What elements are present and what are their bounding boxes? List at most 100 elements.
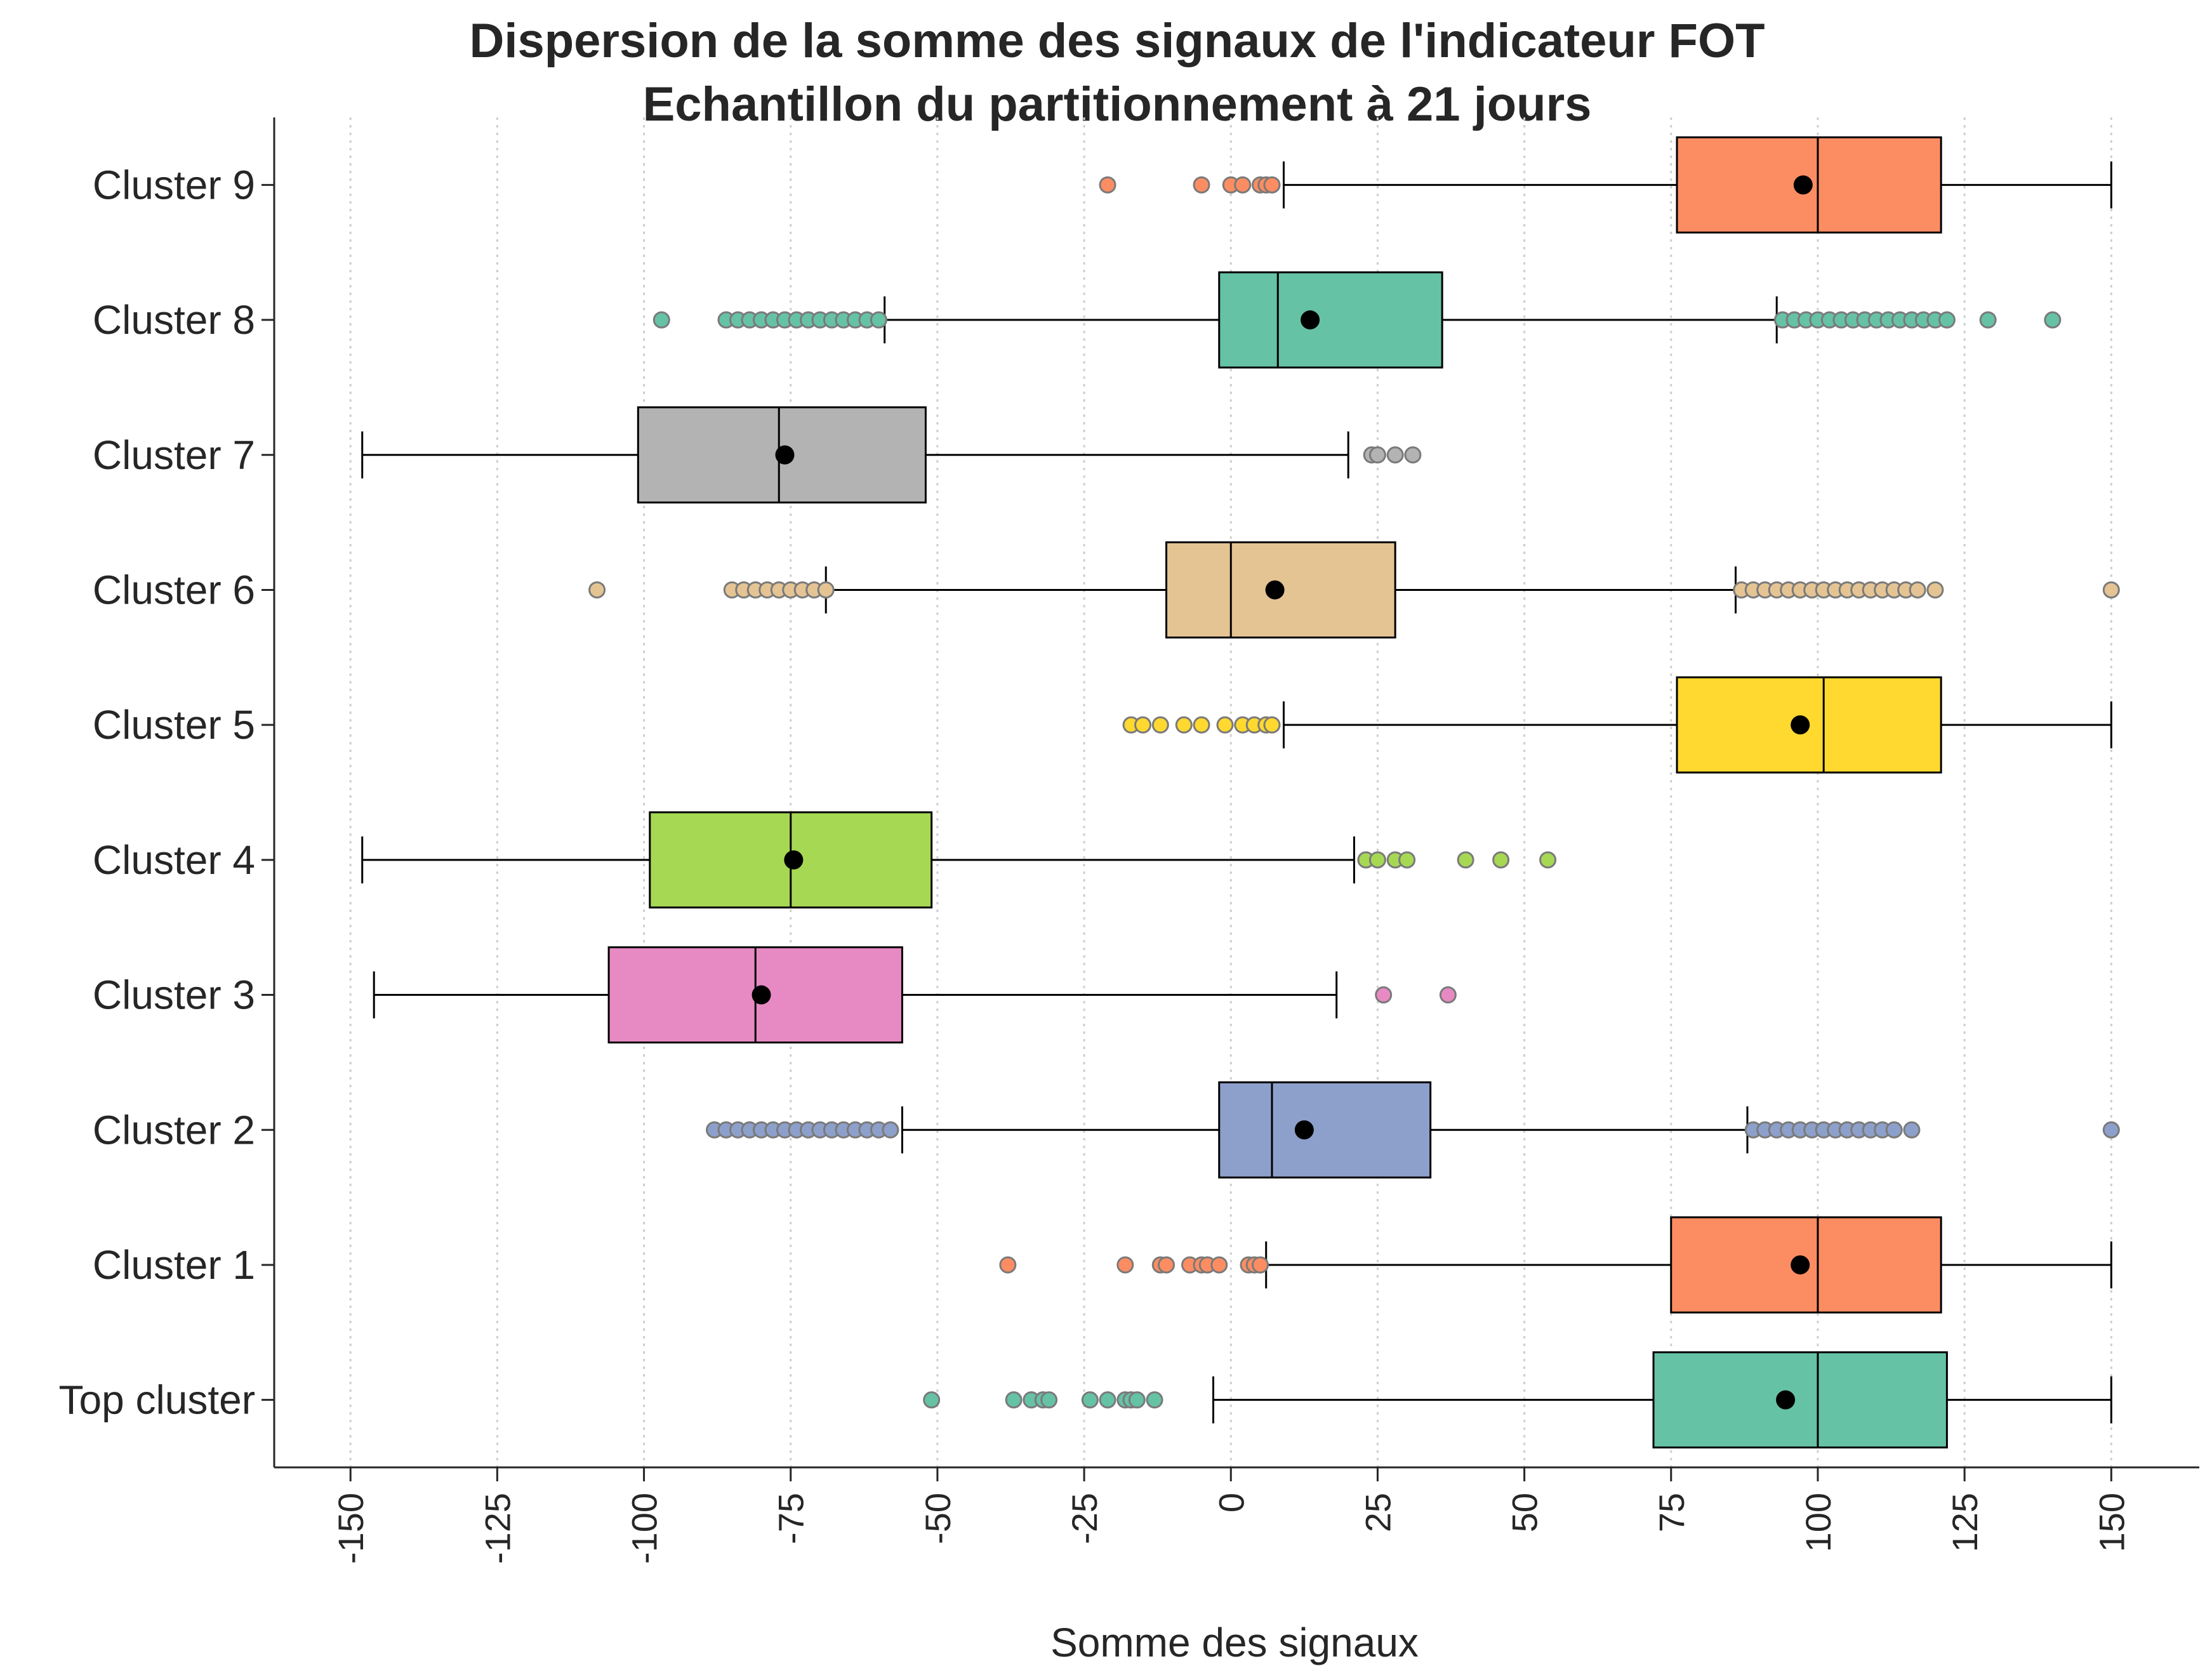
outlier-point	[1263, 176, 1281, 194]
x-tick-label: 25	[1358, 1493, 1398, 1532]
tick-labels: -150 -125 -100 -75 -50 -25 0 25 50 75 100 125 150 Clu…	[59, 162, 2132, 1564]
y-tick-label: Cluster 4	[93, 837, 255, 883]
outlier-point	[1398, 851, 1416, 869]
outlier-point	[882, 1121, 899, 1139]
outlier-point	[1439, 986, 1457, 1004]
outlier-point	[1885, 1121, 1903, 1139]
y-tick-label: Cluster 3	[93, 972, 255, 1018]
x-axis-label: Somme des signaux	[1050, 1620, 1419, 1665]
mean-marker	[1791, 715, 1810, 735]
box-cluster-6	[588, 541, 2120, 638]
iqr-box	[1218, 1081, 1432, 1179]
box-top-cluster	[923, 1351, 2112, 1449]
outlier-point	[1134, 716, 1152, 734]
outlier-point	[1193, 176, 1210, 194]
mean-marker	[1791, 1255, 1810, 1274]
mean-marker	[1265, 580, 1285, 600]
y-tick-label: Cluster 7	[93, 432, 255, 478]
mean-marker	[752, 985, 771, 1005]
outlier-point	[1116, 1256, 1134, 1274]
outlier-point	[923, 1391, 941, 1409]
iqr-box	[1652, 1351, 1948, 1449]
x-tick-label: 0	[1211, 1493, 1251, 1512]
outlier-point	[1903, 1121, 1921, 1139]
outlier-point	[1251, 1256, 1269, 1274]
outlier-point	[1099, 176, 1116, 194]
y-tick-label: Cluster 5	[93, 702, 255, 748]
x-tick-label: -125	[477, 1493, 517, 1564]
x-tick-label: -25	[1064, 1493, 1104, 1544]
y-tick-label: Cluster 6	[93, 567, 255, 612]
mean-marker	[1776, 1390, 1796, 1410]
box-cluster-7	[361, 406, 1422, 504]
outlier-point	[1151, 716, 1169, 734]
box-cluster-1	[999, 1216, 2112, 1314]
mean-marker	[784, 850, 804, 870]
iqr-box	[1676, 676, 1942, 774]
box-cluster-3	[373, 946, 1457, 1044]
outlier-point	[1375, 986, 1393, 1004]
mean-marker	[775, 445, 795, 465]
outlier-point	[1263, 716, 1281, 734]
outlier-point	[1158, 1256, 1176, 1274]
x-tick-label: -150	[331, 1493, 371, 1564]
outlier-point	[1146, 1391, 1163, 1409]
x-tick-label: 150	[2091, 1493, 2131, 1552]
outlier-point	[1210, 1256, 1228, 1274]
box-cluster-9	[1099, 136, 2112, 234]
outlier-point	[1193, 716, 1210, 734]
outlier-point	[588, 581, 606, 599]
axes	[262, 117, 2199, 1481]
y-tick-label: Cluster 2	[93, 1107, 255, 1153]
box-cluster-8	[652, 271, 2062, 369]
x-tick-label: 75	[1652, 1493, 1692, 1532]
outlier-point	[2102, 1121, 2120, 1139]
mean-marker	[1294, 1120, 1314, 1140]
outlier-point	[870, 311, 887, 329]
outlier-point	[1457, 851, 1474, 869]
x-tick-label: -50	[918, 1493, 958, 1544]
outlier-point	[1128, 1391, 1146, 1409]
outlier-point	[1216, 716, 1234, 734]
y-tick-label: Top cluster	[59, 1377, 255, 1423]
y-tick-label: Cluster 1	[93, 1242, 255, 1288]
x-tick-label: -100	[625, 1493, 665, 1564]
boxes	[361, 136, 2120, 1449]
outlier-point	[999, 1256, 1017, 1274]
box-cluster-5	[1122, 676, 2112, 774]
outlier-point	[1938, 311, 1956, 329]
mean-marker	[1301, 310, 1320, 330]
outlier-point	[1005, 1391, 1023, 1409]
outlier-point	[1926, 581, 1944, 599]
x-tick-label: 50	[1505, 1493, 1545, 1532]
y-tick-label: Cluster 9	[93, 162, 255, 208]
outlier-point	[1909, 581, 1926, 599]
outlier-point	[1040, 1391, 1058, 1409]
outlier-point	[1368, 851, 1386, 869]
x-tick-label: 100	[1798, 1493, 1838, 1552]
iqr-box	[1218, 271, 1443, 369]
outlier-point	[1368, 446, 1386, 464]
outlier-point	[1404, 446, 1422, 464]
outlier-point	[1081, 1391, 1099, 1409]
y-tick-label: Cluster 8	[93, 297, 255, 343]
outlier-point	[1539, 851, 1557, 869]
outlier-point	[817, 581, 835, 599]
outlier-point	[1175, 716, 1193, 734]
mean-marker	[1793, 175, 1813, 195]
outlier-point	[2044, 311, 2062, 329]
outlier-point	[1099, 1391, 1116, 1409]
x-tick-label: -75	[771, 1493, 811, 1544]
box-cluster-2	[706, 1081, 2120, 1179]
outlier-point	[1386, 446, 1404, 464]
chart-title: Dispersion de la somme des signaux de l'…	[469, 14, 1765, 68]
x-tick-label: 125	[1945, 1493, 1985, 1552]
outlier-point	[1234, 176, 1252, 194]
outlier-point	[1492, 851, 1510, 869]
outlier-point	[2102, 581, 2120, 599]
box-cluster-4	[361, 811, 1557, 909]
chart-subtitle: Echantillon du partitionnement à 21 jour…	[643, 77, 1592, 131]
outlier-point	[652, 311, 670, 329]
